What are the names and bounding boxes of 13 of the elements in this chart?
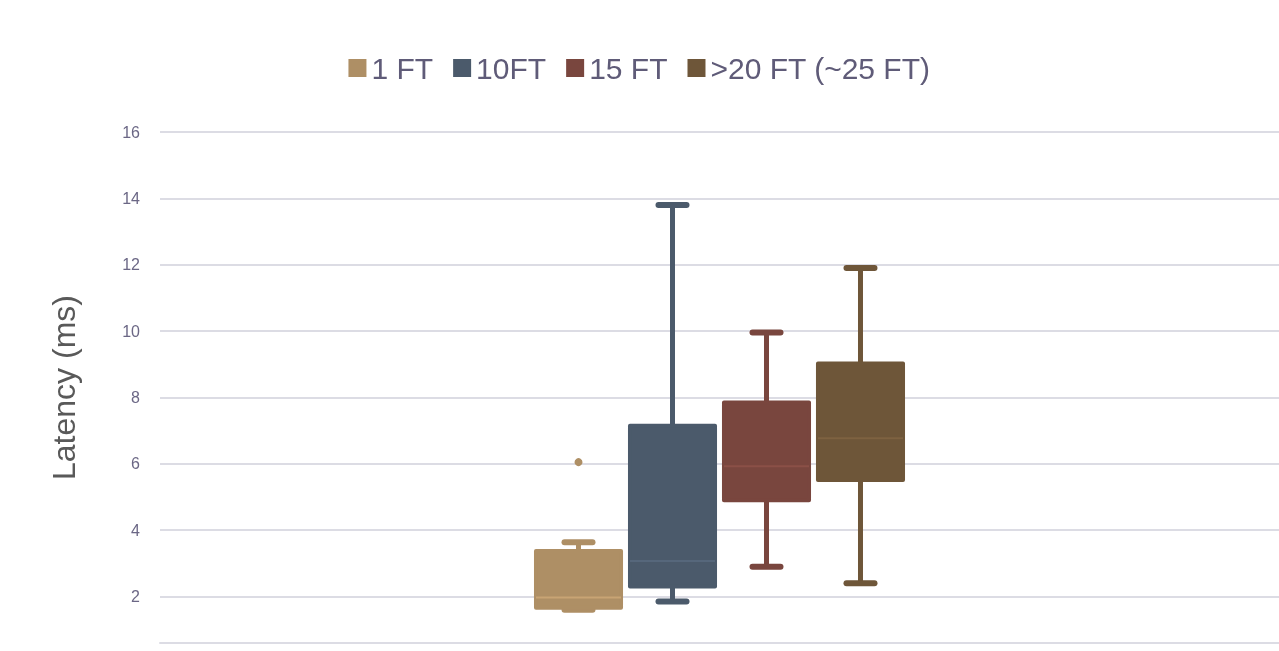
y-tick-label: 6 — [131, 455, 141, 473]
legend-label: 1 FT — [371, 51, 434, 85]
y-tick-label: 10 — [122, 322, 141, 340]
y-tick-label: 4 — [131, 521, 141, 539]
legend-label: 15 FT — [589, 51, 668, 85]
legend-label: >20 FT (~25 FT) — [710, 51, 931, 85]
y-tick-label: 14 — [122, 189, 141, 207]
y-tick-label: 12 — [122, 256, 141, 274]
y-tick-label: 2 — [131, 588, 141, 606]
y-tick-label: 16 — [122, 123, 141, 141]
y-tick-label: 8 — [131, 388, 141, 406]
y-axis-title: Latency (ms) — [46, 295, 82, 480]
legend-label: 10FT — [476, 51, 547, 85]
